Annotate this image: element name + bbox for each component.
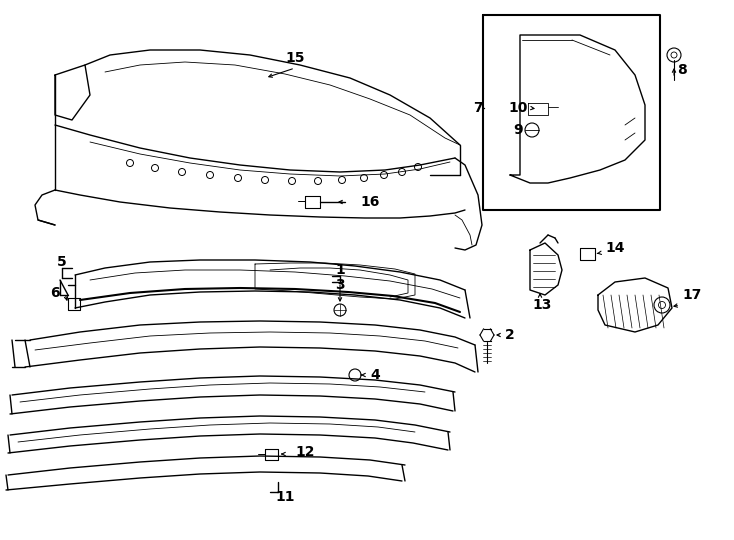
Text: 4: 4 bbox=[370, 368, 380, 382]
Text: 14: 14 bbox=[606, 241, 625, 255]
Text: 10: 10 bbox=[509, 101, 528, 115]
Text: 9: 9 bbox=[513, 123, 523, 137]
Text: 7: 7 bbox=[473, 101, 483, 115]
Text: 11: 11 bbox=[275, 490, 295, 504]
Text: 8: 8 bbox=[677, 63, 687, 77]
Text: 5: 5 bbox=[57, 255, 67, 269]
Text: 2: 2 bbox=[505, 328, 515, 342]
Text: 16: 16 bbox=[360, 195, 379, 209]
Text: 12: 12 bbox=[295, 445, 315, 459]
Text: 3: 3 bbox=[335, 278, 345, 292]
Text: 15: 15 bbox=[286, 51, 305, 65]
Text: 6: 6 bbox=[50, 286, 59, 300]
Text: 1: 1 bbox=[335, 263, 345, 277]
Text: 17: 17 bbox=[683, 288, 702, 302]
Text: 13: 13 bbox=[532, 298, 552, 312]
